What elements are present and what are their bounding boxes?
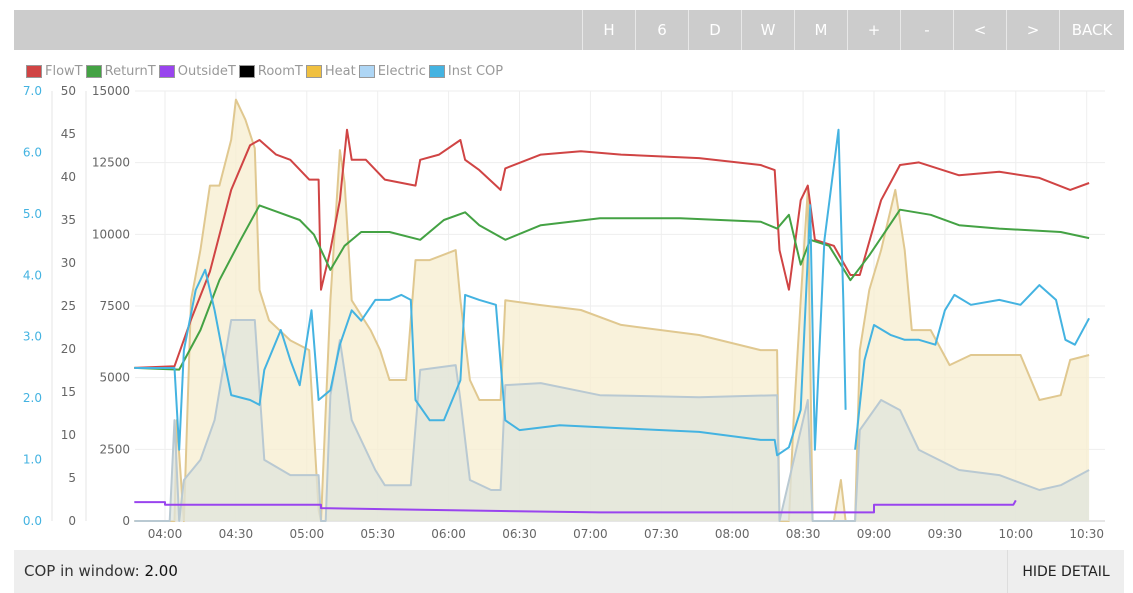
x-tick-label: 04:00 <box>148 527 183 541</box>
temp-axis-tick: 5 <box>68 471 76 485</box>
temp-axis-tick: 40 <box>61 170 76 184</box>
cop-axis-tick: 5.0 <box>23 207 42 221</box>
pan-right-button[interactable]: > <box>1006 10 1059 50</box>
temp-axis-tick: 30 <box>61 256 76 270</box>
hide-detail-button[interactable]: HIDE DETAIL <box>1007 550 1124 593</box>
heat-area <box>134 99 1090 521</box>
zoom-out-button[interactable]: - <box>900 10 953 50</box>
x-tick-label: 06:00 <box>431 527 466 541</box>
legend-item-electric[interactable]: Electric <box>358 64 426 79</box>
legend-swatch <box>26 65 42 78</box>
cop-axis-tick: 3.0 <box>23 330 42 344</box>
cop-label: COP in window: <box>24 562 140 580</box>
x-tick-label: 09:30 <box>928 527 963 541</box>
inst-cop-line <box>854 284 1090 450</box>
footer: COP in window: 2.00 HIDE DETAIL <box>14 550 1124 593</box>
temp-axis-tick: 50 <box>61 84 76 98</box>
electric-area <box>134 320 1090 521</box>
range-hour-button[interactable]: H <box>582 10 635 50</box>
legend-label: ReturnT <box>104 64 156 79</box>
cop-value: 2.00 <box>144 562 178 580</box>
cop-axis-tick: 4.0 <box>23 268 42 282</box>
back-button[interactable]: BACK <box>1059 10 1124 50</box>
power-axis-tick: 15000 <box>92 84 130 98</box>
toolbar: H 6 D W M + - < > BACK <box>14 10 1124 50</box>
temp-axis-tick: 0 <box>68 514 76 528</box>
power-axis-tick: 12500 <box>92 156 130 170</box>
legend-item-roomt[interactable]: RoomT <box>238 64 303 79</box>
legend-swatch <box>85 65 102 78</box>
legend-item-heat[interactable]: Heat <box>305 64 356 79</box>
range-month-button[interactable]: M <box>794 10 847 50</box>
temp-axis-tick: 20 <box>61 342 76 356</box>
cop-axis-tick: 6.0 <box>23 145 42 159</box>
cop-axis-tick: 2.0 <box>23 391 42 405</box>
range-6h-button[interactable]: 6 <box>635 10 688 50</box>
legend-swatch <box>238 65 255 78</box>
legend-item-flowt[interactable]: FlowT <box>26 64 83 79</box>
x-tick-label: 10:00 <box>999 527 1034 541</box>
legend-item-returnt[interactable]: ReturnT <box>85 64 156 79</box>
range-week-button[interactable]: W <box>741 10 794 50</box>
outsidet-line <box>134 499 1017 514</box>
legend-item-inst-cop[interactable]: Inst COP <box>428 64 504 79</box>
x-tick-label: 05:00 <box>290 527 325 541</box>
x-tick-label: 08:30 <box>786 527 821 541</box>
temp-axis-tick: 25 <box>61 299 76 313</box>
legend-swatch <box>358 65 375 78</box>
legend-label: Heat <box>324 64 356 79</box>
x-tick-label: 07:30 <box>644 527 679 541</box>
x-tick-label: 05:30 <box>360 527 395 541</box>
cop-axis-tick: 0.0 <box>23 514 42 528</box>
inst-cop-line <box>134 128 847 457</box>
temp-axis-tick: 45 <box>61 127 76 141</box>
legend-label: FlowT <box>45 64 83 79</box>
pan-left-button[interactable]: < <box>953 10 1006 50</box>
legend-label: Electric <box>377 64 426 79</box>
cop-axis-tick: 7.0 <box>23 84 42 98</box>
legend-swatch <box>305 65 322 78</box>
heat-line <box>134 98 1090 522</box>
x-tick-label: 04:30 <box>219 527 254 541</box>
legend: FlowT ReturnT OutsideT RoomT Heat Electric Ins… <box>26 64 506 79</box>
temp-axis-tick: 35 <box>61 213 76 227</box>
x-tick-label: 06:30 <box>502 527 537 541</box>
legend-label: OutsideT <box>177 64 236 79</box>
legend-label: RoomT <box>257 64 303 79</box>
power-axis-tick: 7500 <box>99 299 130 313</box>
legend-item-outsidet[interactable]: OutsideT <box>158 64 236 79</box>
cop-in-window: COP in window: 2.00 <box>24 562 178 580</box>
legend-swatch <box>158 65 175 78</box>
cop-axis-tick: 1.0 <box>23 453 42 467</box>
range-day-button[interactable]: D <box>688 10 741 50</box>
electric-line <box>134 319 1090 522</box>
zoom-in-button[interactable]: + <box>847 10 900 50</box>
power-axis-tick: 5000 <box>99 371 130 385</box>
legend-swatch <box>428 65 445 78</box>
power-axis-tick: 10000 <box>92 227 130 241</box>
returnt-line <box>134 204 1090 371</box>
power-axis-tick: 0 <box>122 514 130 528</box>
temp-axis-tick: 10 <box>61 428 76 442</box>
legend-label: Inst COP <box>447 64 504 79</box>
x-tick-label: 09:00 <box>857 527 892 541</box>
temp-axis-tick: 15 <box>61 385 76 399</box>
x-tick-label: 07:00 <box>573 527 608 541</box>
x-tick-label: 10:30 <box>1069 527 1104 541</box>
power-axis-tick: 2500 <box>99 442 130 456</box>
x-tick-label: 08:00 <box>715 527 750 541</box>
